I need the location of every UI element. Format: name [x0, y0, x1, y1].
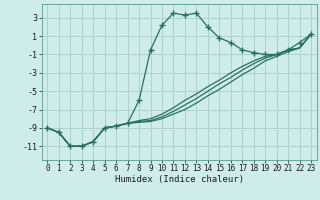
X-axis label: Humidex (Indice chaleur): Humidex (Indice chaleur) [115, 175, 244, 184]
